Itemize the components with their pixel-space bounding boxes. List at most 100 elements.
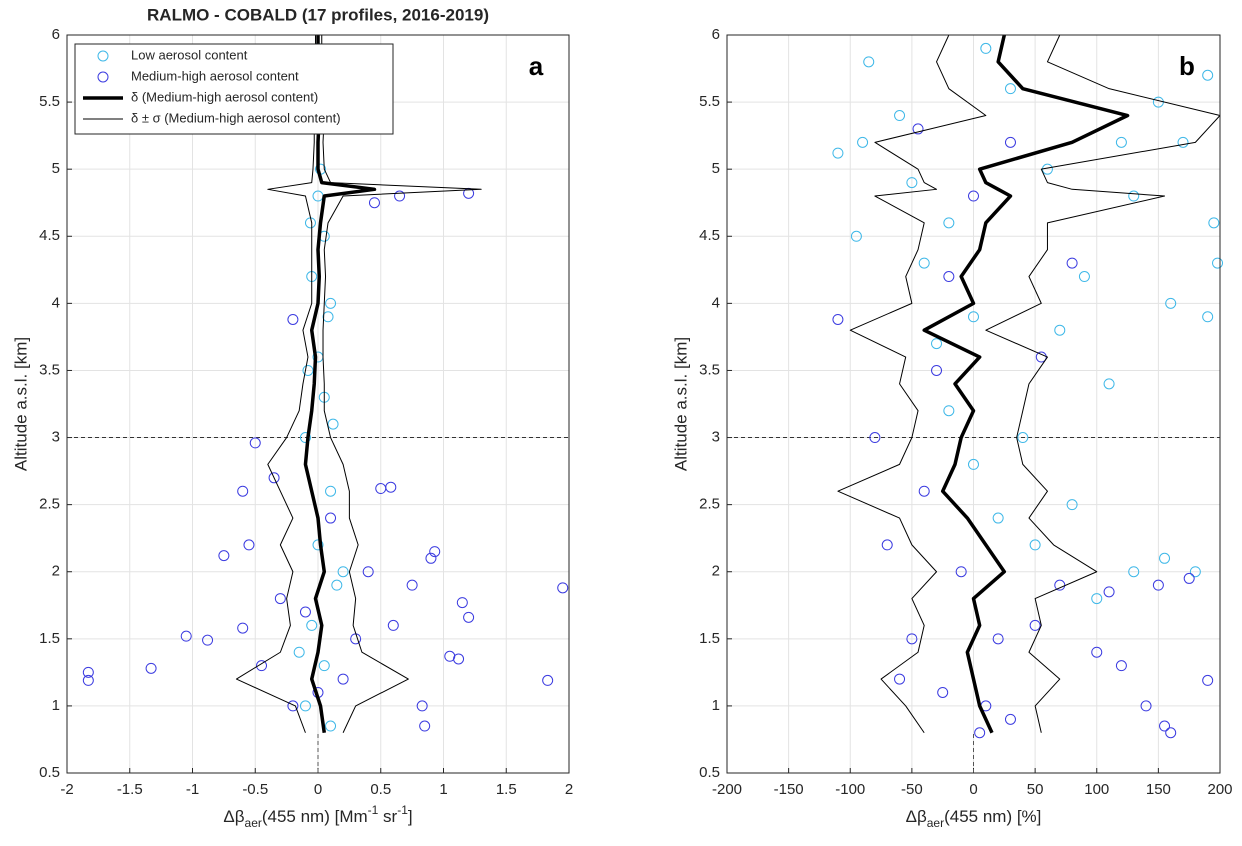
data-point xyxy=(980,42,992,54)
data-point xyxy=(1159,720,1171,732)
y-tick-label: 5.5 xyxy=(699,93,720,110)
data-point xyxy=(894,110,906,122)
x-axis-label-part: Δβ xyxy=(906,807,927,826)
data-point xyxy=(1103,586,1115,598)
x-axis-label: Δβaer(455 nm) [%] xyxy=(906,807,1042,830)
data-point xyxy=(943,217,955,229)
data-point xyxy=(293,646,305,658)
data-point xyxy=(337,673,349,685)
y-tick-label: 2 xyxy=(712,563,720,580)
x-axis-label-part: sr xyxy=(378,807,397,826)
data-point xyxy=(299,700,311,712)
y-tick-label: 2.5 xyxy=(39,496,60,513)
data-point xyxy=(268,472,280,484)
data-point xyxy=(937,686,949,698)
x-tick-label: 2 xyxy=(565,781,573,798)
data-point xyxy=(256,660,268,672)
data-point xyxy=(322,311,334,323)
data-point xyxy=(1189,566,1201,578)
legend-box xyxy=(74,43,394,135)
y-tick-label: 0.5 xyxy=(39,764,60,781)
chart-title: RALMO - COBALD (17 profiles, 2016-2019) xyxy=(147,5,489,24)
y-axis-label: Altitude a.s.l. [km] xyxy=(11,337,30,471)
data-point xyxy=(918,485,930,497)
data-point xyxy=(145,662,157,674)
data-point xyxy=(1103,378,1115,390)
data-point xyxy=(894,673,906,685)
x-axis-label-part: -1 xyxy=(397,803,408,817)
data-point xyxy=(429,546,441,558)
x-tick-label: 1 xyxy=(439,781,447,798)
data-point xyxy=(1004,136,1016,148)
data-point xyxy=(337,566,349,578)
data-point xyxy=(287,313,299,325)
data-point xyxy=(327,418,339,430)
panel: -200 -150 -100 -50 0 50 100 150 200 0.5 1 1.5 2 2.5 3 3… xyxy=(671,26,1232,830)
profile-line xyxy=(985,34,1221,733)
data-point xyxy=(1004,83,1016,95)
legend-marker xyxy=(97,50,109,62)
x-tick-label: -50 xyxy=(901,781,923,798)
data-point xyxy=(974,727,986,739)
data-point xyxy=(1128,190,1140,202)
data-point xyxy=(1091,646,1103,658)
data-point xyxy=(331,579,343,591)
data-point xyxy=(943,405,955,417)
panel: -2 -1.5 -1 -0.5 0 0.5 1 1.5 2 0.5 1 1.5 2 2.5 3 3.5 4 4.5… xyxy=(11,5,573,830)
data-point xyxy=(82,674,94,686)
y-tick-label: 1 xyxy=(52,697,60,714)
data-point xyxy=(943,271,955,283)
y-tick-label: 0.5 xyxy=(699,764,720,781)
data-point xyxy=(968,311,979,323)
y-tick-label: 3 xyxy=(712,429,720,446)
x-tick-label: -1.5 xyxy=(117,781,143,798)
data-point xyxy=(456,597,468,609)
data-point xyxy=(249,437,261,449)
data-point xyxy=(863,56,875,68)
data-point xyxy=(906,633,918,645)
data-point xyxy=(869,432,881,444)
y-tick-label: 5 xyxy=(52,160,60,177)
data-point xyxy=(918,257,930,269)
data-point xyxy=(416,700,428,712)
data-point xyxy=(82,666,94,678)
data-point xyxy=(1208,217,1220,229)
x-tick-label: 0 xyxy=(314,781,322,798)
x-tick-label: 100 xyxy=(1084,781,1109,798)
data-point xyxy=(968,190,979,202)
data-point xyxy=(1066,257,1078,269)
data-point xyxy=(463,611,475,623)
data-point xyxy=(1004,713,1016,725)
data-point xyxy=(1128,566,1140,578)
data-point xyxy=(419,720,431,732)
data-point xyxy=(1183,572,1195,584)
x-axis-label-part: (455 nm) [Mm xyxy=(262,807,368,826)
data-point xyxy=(302,364,314,376)
profile-line xyxy=(922,34,1130,734)
legend-label: δ ± σ (Medium-high aerosol content) xyxy=(131,110,341,125)
data-point xyxy=(832,313,844,325)
y-tick-label: 4.5 xyxy=(699,227,720,244)
data-point xyxy=(325,297,337,309)
data-point xyxy=(325,720,337,732)
y-tick-label: 4 xyxy=(52,294,60,311)
data-point xyxy=(1202,674,1214,686)
data-point xyxy=(1066,499,1078,511)
y-tick-label: 4 xyxy=(712,294,720,311)
x-tick-label: 150 xyxy=(1146,781,1171,798)
data-point xyxy=(325,512,337,524)
x-axis-label-part: Δβ xyxy=(223,807,244,826)
data-point xyxy=(1029,539,1041,551)
data-point xyxy=(318,660,330,672)
data-point xyxy=(299,606,311,618)
data-point xyxy=(287,700,299,712)
legend-label: δ (Medium-high aerosol content) xyxy=(131,89,318,104)
data-point xyxy=(218,550,230,562)
data-point xyxy=(881,539,893,551)
profile-line xyxy=(321,35,482,733)
y-tick-label: 3.5 xyxy=(39,361,60,378)
data-point xyxy=(202,634,214,646)
x-tick-label: 0.5 xyxy=(370,781,391,798)
data-point xyxy=(299,432,311,444)
